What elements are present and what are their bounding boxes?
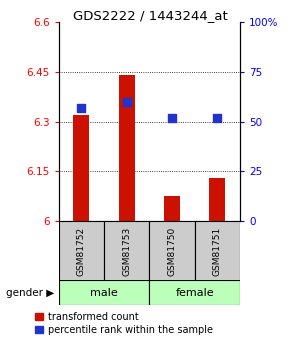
FancyBboxPatch shape [58, 221, 104, 281]
Text: female: female [175, 288, 214, 298]
FancyBboxPatch shape [104, 221, 149, 281]
Point [124, 99, 129, 105]
Text: male: male [90, 288, 118, 298]
Text: gender ▶: gender ▶ [6, 288, 54, 298]
FancyBboxPatch shape [195, 221, 240, 281]
Bar [73, 115, 89, 221]
Text: GSM81750: GSM81750 [167, 226, 176, 276]
FancyBboxPatch shape [149, 221, 195, 281]
Bar [118, 75, 134, 221]
Point [79, 105, 84, 110]
Text: GSM81753: GSM81753 [122, 226, 131, 276]
Legend: transformed count, percentile rank within the sample: transformed count, percentile rank withi… [35, 312, 212, 335]
Text: GSM81751: GSM81751 [213, 226, 222, 276]
Bar [164, 196, 180, 221]
FancyBboxPatch shape [149, 280, 240, 305]
Point [215, 115, 220, 120]
Bar [209, 178, 225, 221]
FancyBboxPatch shape [58, 280, 149, 305]
Point [169, 115, 174, 120]
Text: GSM81752: GSM81752 [77, 226, 86, 276]
Text: GDS2222 / 1443244_at: GDS2222 / 1443244_at [73, 9, 227, 22]
